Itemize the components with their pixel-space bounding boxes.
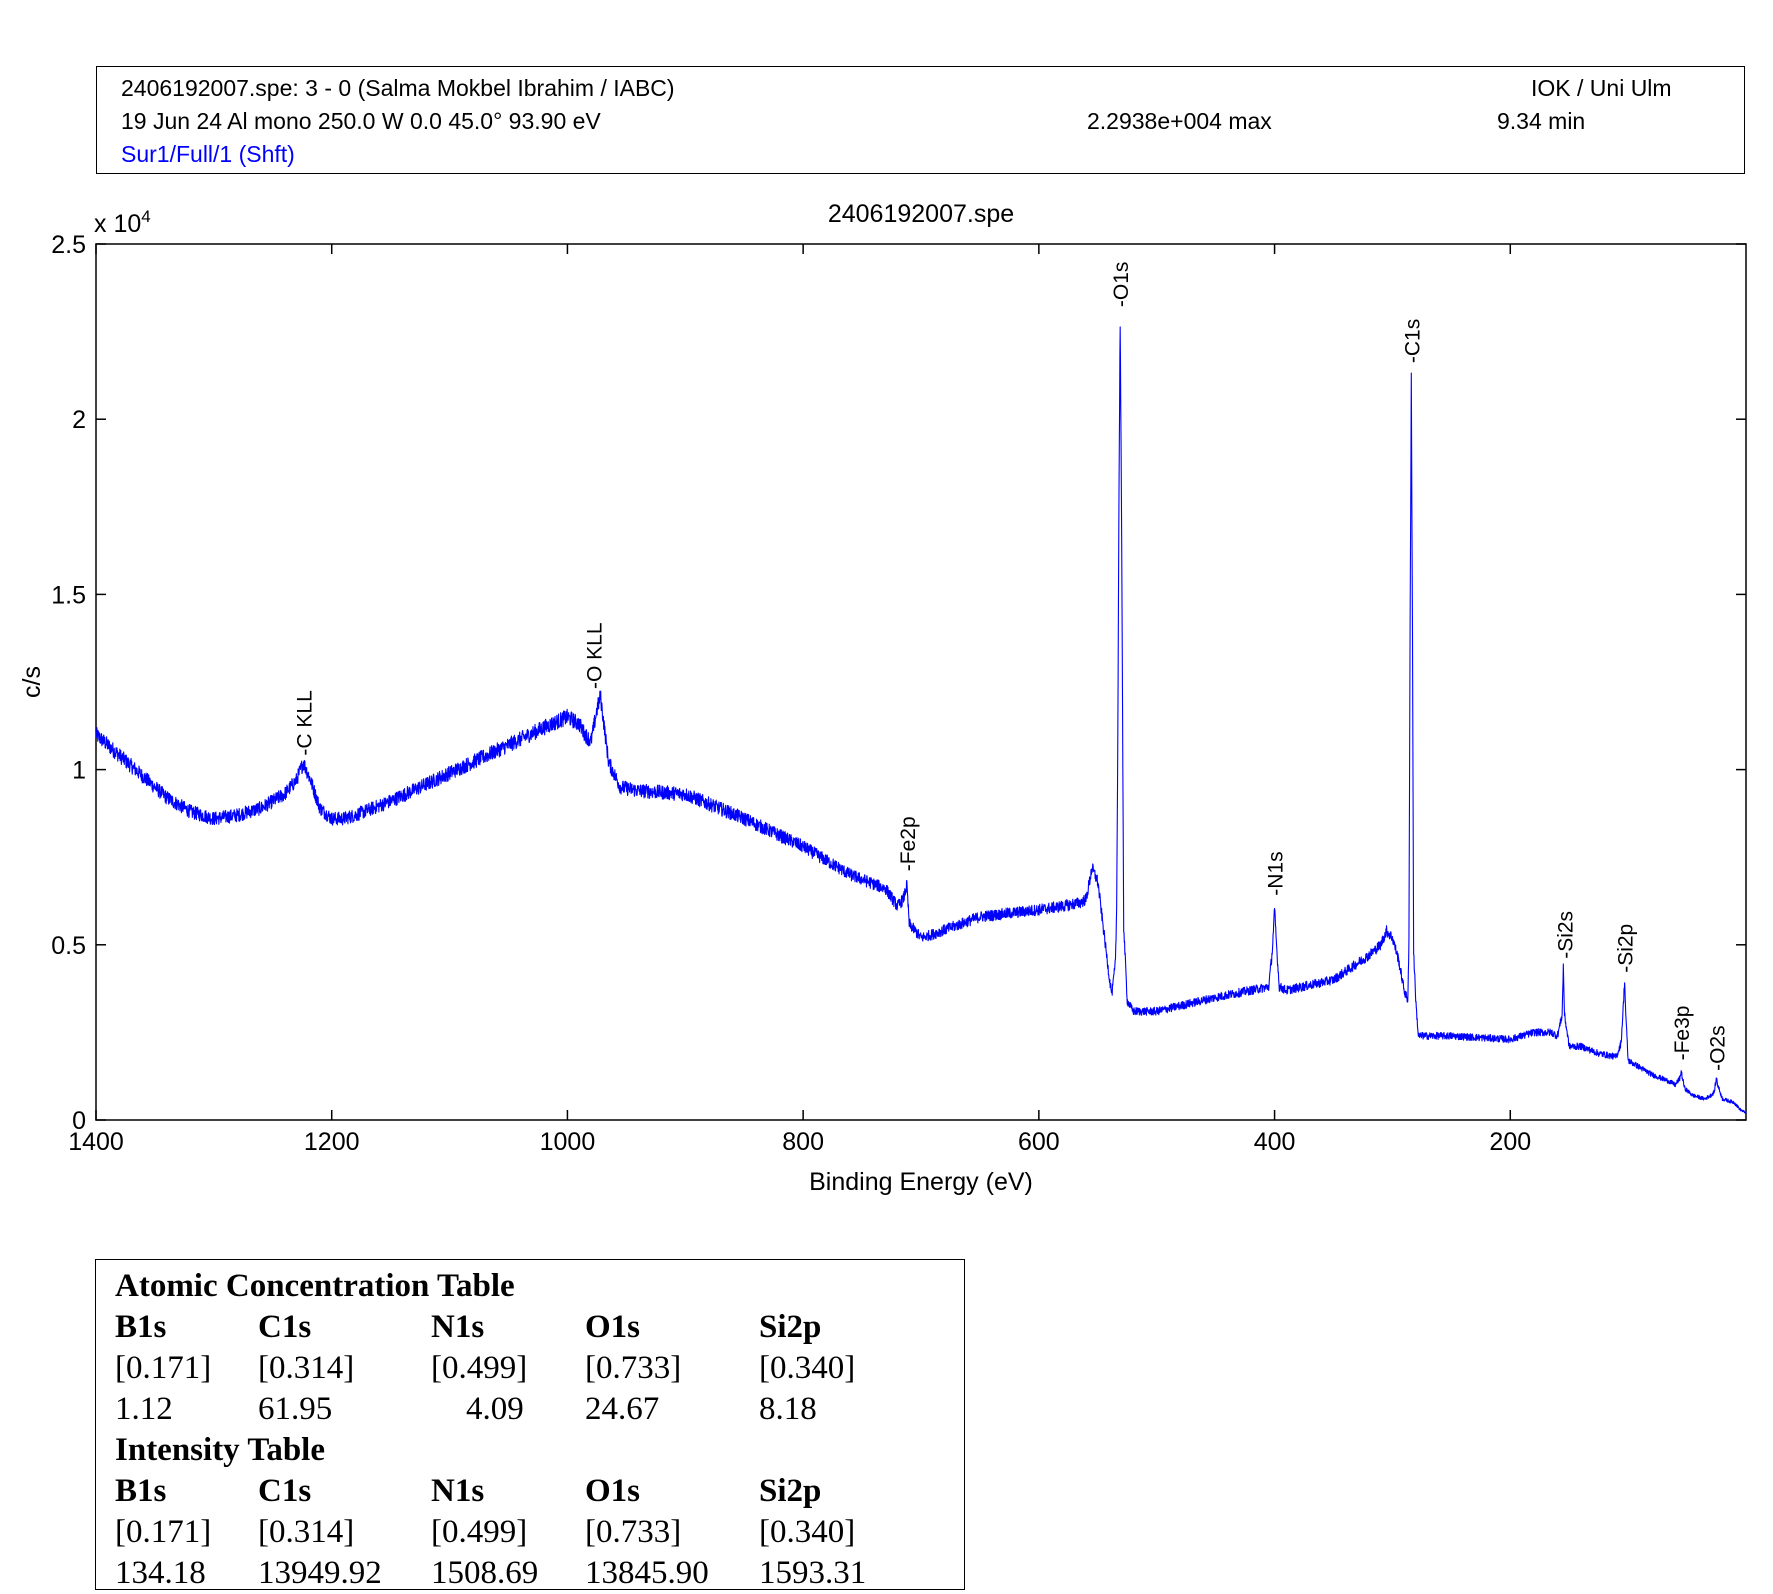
table-cell: [0.499]	[431, 1350, 528, 1386]
quantification-table-box: Atomic Concentration Table B1s C1s N1s O…	[95, 1259, 965, 1591]
table-cell: O1s	[585, 1473, 641, 1509]
table-cell: N1s	[431, 1309, 485, 1345]
y-axis-label: c/s	[18, 666, 46, 698]
table-cell: 1593.31	[759, 1555, 867, 1591]
y-tick-label: 2	[72, 406, 86, 434]
atomic-table-title-row: Atomic Concentration Table	[96, 1266, 964, 1307]
y-exponent-label: x 104	[94, 207, 151, 238]
table-cell: 4.09	[466, 1391, 524, 1427]
chart-title: 2406192007.spe	[828, 200, 1014, 228]
intensity-table-title-row: Intensity Table	[96, 1430, 964, 1471]
y-tick-label: 1.5	[51, 581, 86, 609]
table-cell: [0.171]	[115, 1350, 212, 1386]
atomic-factor-row: [0.171] [0.314] [0.499] [0.733] [0.340]	[96, 1348, 964, 1389]
x-tick-label: 1200	[304, 1128, 360, 1156]
x-axis-label: Binding Energy (eV)	[809, 1168, 1033, 1196]
atomic-value-row: 1.12 61.95 4.09 24.67 8.18	[96, 1389, 964, 1430]
y-tick-label: 2.5	[51, 231, 86, 259]
atomic-header-row: B1s C1s N1s O1s Si2p	[96, 1307, 964, 1348]
table-cell: [0.340]	[759, 1514, 856, 1550]
institution-text: IOK / Uni Ulm	[1531, 75, 1672, 101]
table-cell: B1s	[115, 1309, 167, 1345]
x-tick-label: 400	[1254, 1128, 1296, 1156]
x-tick-label: 200	[1489, 1128, 1531, 1156]
y-tick-label: 1	[72, 757, 86, 785]
intensity-header-row: B1s C1s N1s O1s Si2p	[96, 1471, 964, 1512]
table-cell: 1.12	[115, 1391, 173, 1427]
x-tick-label: 600	[1018, 1128, 1060, 1156]
peak-annotation-label: -O1s	[1110, 262, 1133, 308]
peak-annotation-label: -C KLL	[293, 690, 316, 755]
table-cell: 1508.69	[431, 1555, 539, 1591]
max-counts-text: 2.2938e+004 max	[1087, 108, 1272, 134]
table-cell: 24.67	[585, 1391, 660, 1427]
peak-annotation-label: -N1s	[1265, 851, 1288, 895]
table-cell: C1s	[258, 1309, 312, 1345]
peak-annotation-label: -O KLL	[583, 622, 606, 689]
table-cell: 8.18	[759, 1391, 817, 1427]
table-cell: [0.733]	[585, 1350, 682, 1386]
atomic-table-title: Atomic Concentration Table	[115, 1268, 515, 1304]
intensity-value-row: 134.18 13949.92 1508.69 13845.90 1593.31	[96, 1553, 964, 1594]
table-cell: Si2p	[759, 1309, 822, 1345]
x-tick-label: 1400	[68, 1128, 124, 1156]
intensity-factor-row: [0.171] [0.314] [0.499] [0.733] [0.340]	[96, 1512, 964, 1553]
table-cell: O1s	[585, 1309, 641, 1345]
table-cell: [0.314]	[258, 1514, 355, 1550]
region-label-text: Sur1/Full/1 (Shft)	[121, 141, 295, 167]
peak-annotation-label: -C1s	[1401, 319, 1424, 363]
acquisition-time-text: 9.34 min	[1497, 108, 1586, 134]
file-info-text: 2406192007.spe: 3 - 0 (Salma Mokbel Ibra…	[121, 75, 675, 101]
table-cell: [0.314]	[258, 1350, 355, 1386]
table-cell: [0.499]	[431, 1514, 528, 1550]
table-cell: Si2p	[759, 1473, 822, 1509]
y-tick-label: 0	[72, 1107, 86, 1135]
peak-annotation-label: -Fe3p	[1671, 1006, 1694, 1061]
peak-annotation-label: -Fe2p	[897, 816, 920, 871]
peak-annotation-label: -O2s	[1707, 1025, 1730, 1071]
y-tick-label: 0.5	[51, 932, 86, 960]
table-cell: 61.95	[258, 1391, 333, 1427]
xps-spectrum-chart: 2406192007.spe Binding Energy (eV) c/s x…	[18, 200, 1747, 1196]
peak-annotation-label: -Si2s	[1555, 911, 1578, 959]
table-cell: [0.171]	[115, 1514, 212, 1550]
x-tick-label: 1000	[540, 1128, 596, 1156]
peak-annotation-label: -Si2p	[1615, 924, 1638, 973]
x-tick-label: 800	[782, 1128, 824, 1156]
table-cell: [0.340]	[759, 1350, 856, 1386]
spectrum-series-line	[95, 326, 1747, 1115]
table-cell: B1s	[115, 1473, 167, 1509]
table-cell: 134.18	[115, 1555, 206, 1591]
table-cell: [0.733]	[585, 1514, 682, 1550]
spectrum-info-header: 2406192007.spe: 3 - 0 (Salma Mokbel Ibra…	[96, 66, 1745, 174]
table-cell: 13949.92	[258, 1555, 382, 1591]
table-cell: C1s	[258, 1473, 312, 1509]
table-cell: 13845.90	[585, 1555, 709, 1591]
intensity-table-title: Intensity Table	[115, 1432, 325, 1468]
table-cell: N1s	[431, 1473, 485, 1509]
acquisition-params-text: 19 Jun 24 Al mono 250.0 W 0.0 45.0° 93.9…	[121, 108, 601, 134]
plot-area-frame	[95, 243, 1747, 1121]
